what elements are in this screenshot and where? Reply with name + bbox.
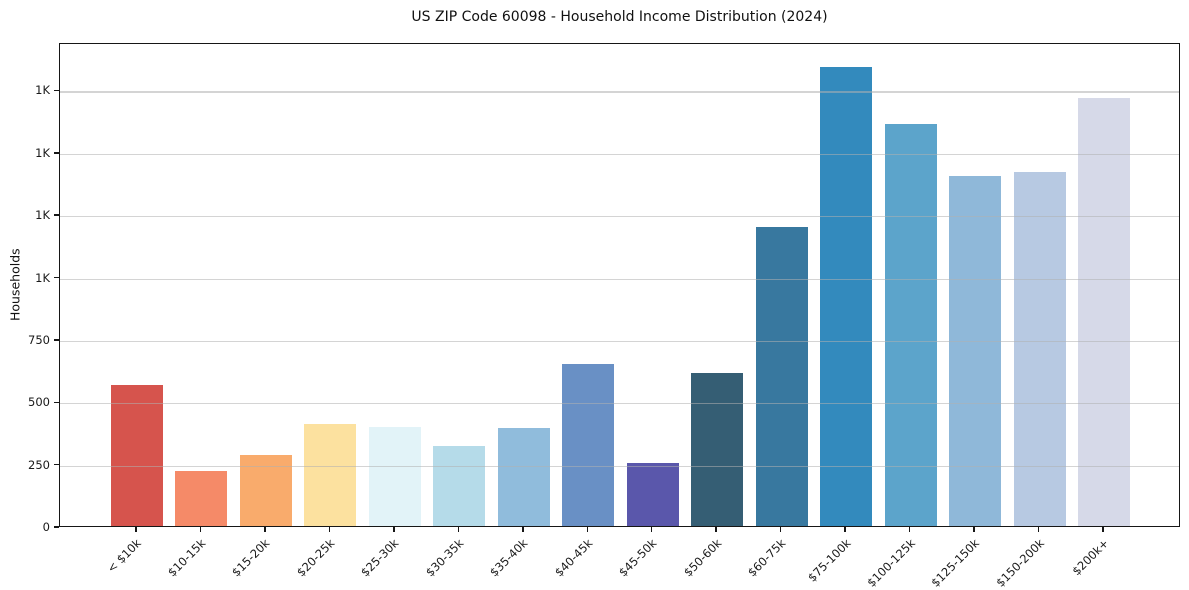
bar — [820, 66, 873, 526]
y-tick-mark — [54, 401, 59, 403]
y-tick-label: 500 — [28, 395, 50, 410]
bar — [304, 423, 357, 526]
x-tick-mark — [908, 527, 911, 532]
bar — [497, 428, 550, 526]
x-tick-label: $35-40k — [487, 536, 531, 580]
x-tick-label: $25-30k — [358, 536, 402, 580]
x-tick-mark — [264, 527, 266, 532]
x-tick-label: $45-50k — [616, 536, 660, 580]
plot-area — [59, 43, 1180, 527]
y-tick-label: 250 — [28, 457, 50, 472]
bar — [755, 227, 808, 526]
x-tick-mark — [135, 527, 137, 532]
x-tick-mark — [1102, 527, 1104, 532]
x-tick-label: $40-45k — [551, 536, 596, 580]
x-tick-mark — [973, 527, 975, 532]
y-tick-mark — [54, 152, 59, 154]
bar — [1078, 98, 1131, 526]
y-tick-label: 1K — [35, 208, 50, 223]
x-tick-mark — [199, 527, 201, 532]
x-tick-mark — [715, 527, 717, 532]
x-tick-label: $10-15k — [164, 536, 209, 580]
gridline — [60, 465, 1179, 467]
gridline — [60, 278, 1179, 280]
x-tick-label: $200k+ — [1069, 536, 1112, 579]
x-tick-mark — [650, 527, 653, 532]
x-tick-label: < $10k — [104, 536, 144, 576]
y-tick-mark — [54, 89, 59, 92]
y-tick-mark — [54, 214, 59, 216]
y-tick-label: 750 — [28, 332, 50, 347]
x-tick-label: $20-25k — [293, 536, 338, 580]
x-tick-mark — [328, 527, 330, 532]
gridlines-layer — [60, 44, 1179, 526]
x-tick-mark — [844, 527, 846, 532]
bar — [1013, 172, 1066, 526]
x-tick-label: $100-125k — [863, 536, 918, 590]
x-tick-label: $15-20k — [229, 536, 273, 580]
y-tick-label: 0 — [42, 520, 50, 534]
y-tick-mark — [54, 526, 59, 528]
bar — [368, 427, 421, 526]
y-tick-label: 1K — [35, 83, 50, 98]
x-tick-mark — [586, 527, 588, 532]
gridline — [60, 403, 1179, 405]
bar — [175, 471, 228, 526]
gridline — [60, 91, 1179, 93]
x-tick-mark — [522, 527, 524, 532]
gridline — [60, 340, 1179, 343]
x-tick-label: $150-200k — [992, 536, 1047, 590]
x-tick-label: $50-60k — [680, 536, 725, 580]
bar — [949, 176, 1002, 526]
bar — [562, 364, 615, 526]
y-tick-mark — [54, 339, 59, 341]
gridline — [60, 153, 1179, 155]
y-tick-label: 1K — [35, 270, 50, 285]
x-tick-label: $30-35k — [422, 536, 467, 580]
chart-title: US ZIP Code 60098 - Household Income Dis… — [411, 9, 828, 25]
y-tick-mark — [54, 463, 59, 466]
y-tick-label: 1K — [35, 145, 50, 160]
bar — [884, 124, 937, 526]
gridline — [60, 216, 1179, 218]
y-tick-mark — [54, 276, 59, 279]
x-tick-label: $60-75k — [745, 536, 789, 580]
bar — [110, 385, 163, 526]
bar — [691, 373, 744, 526]
bar — [433, 445, 486, 526]
bar — [626, 462, 679, 526]
bars-layer — [60, 44, 1179, 526]
x-tick-mark — [393, 527, 395, 532]
x-tick-mark — [779, 527, 782, 532]
x-tick-label: $125-150k — [928, 536, 983, 590]
x-tick-mark — [1037, 527, 1040, 532]
x-tick-label: $75-100k — [804, 536, 854, 585]
x-tick-mark — [457, 527, 459, 532]
